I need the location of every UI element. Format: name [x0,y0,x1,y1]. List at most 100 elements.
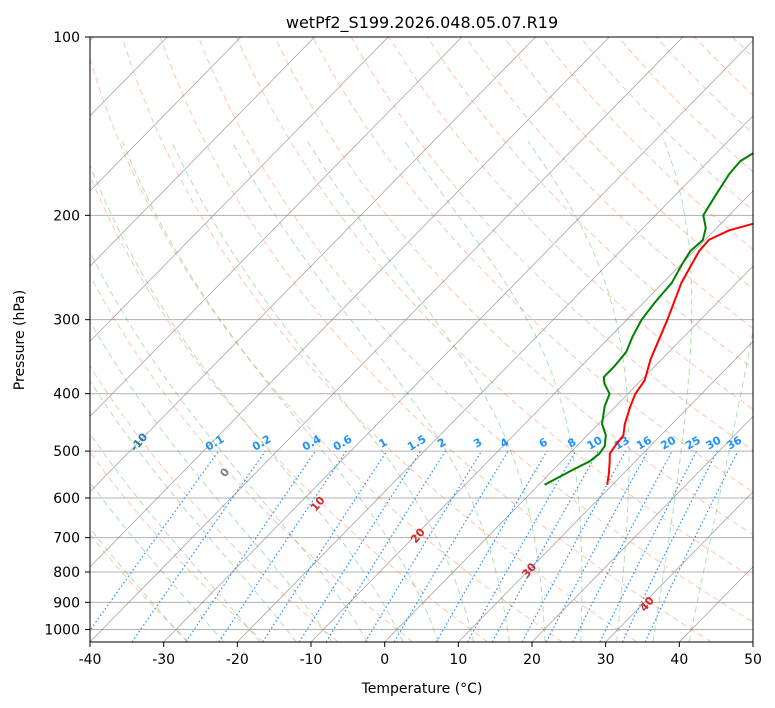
mixing-ratio-label: 8 [565,436,578,451]
mixing-ratio-line [545,450,649,642]
dry-adiabat-line [90,56,563,642]
dry-adiabat-label: 0 [217,465,232,479]
mixing-ratio-label: 20 [658,433,678,452]
x-tick-label: 50 [744,652,762,668]
dry-adiabat-line [90,365,339,642]
mixing-ratio-label: 4 [498,435,511,450]
plot-area: 0.10.20.40.611.52346810131620253036-100-… [90,37,775,642]
isotherm-line [163,40,753,642]
dry-adiabat-line [90,533,190,642]
mixing-ratio-label: 2 [435,436,448,451]
mixing-ratio-lines [90,450,739,642]
dry-adiabat-line [579,37,753,212]
mixing-ratio-line [572,450,673,642]
dry-adiabat-line [236,37,753,579]
dry-adiabat-line [732,37,753,58]
isotherm-line [90,37,610,568]
mixing-ratio-label: 3 [471,436,484,451]
y-axis-label: Pressure (hPa) [12,290,28,390]
dry-adiabat-line [312,37,753,493]
mixing-ratio-line [644,450,739,642]
x-tick-label: 0 [380,652,389,668]
x-tick-label: 20 [523,652,541,668]
dry-adiabat-line [350,37,753,451]
dry-adiabat-line [503,37,753,290]
moist-adiabat-line [307,141,546,642]
mixing-ratio-line [298,450,422,642]
isotherm-lines [90,37,753,642]
mixing-ratio-label: 6 [537,435,550,450]
y-tick-label: 800 [53,565,80,581]
x-tick-label: -30 [152,652,175,668]
isotherm-line [90,37,315,267]
moist-adiabat-line [652,141,693,642]
moist-adiabat-line [171,141,475,642]
x-tick-label: -20 [226,652,249,668]
dry-adiabat-label: 10 [308,494,328,514]
moist-adiabat-line [90,481,225,642]
mixing-ratio-line [262,450,388,642]
isotherm-line [384,265,753,642]
y-tick-label: 700 [53,531,80,547]
isotherm-line [310,190,753,642]
mixing-ratio-label: 36 [724,433,744,452]
dry-adiabat-line [426,37,753,370]
isotherm-line [90,37,684,642]
dry-adiabat-line [617,37,753,173]
dry-adiabat-line [90,451,264,642]
moist-adiabat-lines [90,141,753,642]
dry-adiabat-line [274,37,753,536]
mixing-ratio-line [521,450,627,642]
y-tick-label: 400 [53,387,80,403]
moist-adiabat-line [121,141,439,642]
plot-frame [89,36,754,643]
mixing-ratio-label: 0.4 [300,432,324,453]
dry-adiabat-label: 20 [408,525,428,545]
mixing-ratio-line [491,450,599,642]
mixing-ratio-line [466,450,577,642]
mixing-ratio-line [90,450,220,632]
moist-adiabat-line [90,250,369,642]
mixing-ratio-line [364,450,483,642]
x-tick-label: 30 [597,652,615,668]
y-tick-label: 200 [53,208,80,224]
dry-adiabat-line [655,37,753,135]
y-axis: 100 200 300 400 500 600 700 800 900 1000 [44,30,90,638]
dry-adiabat-line [771,37,775,642]
moist-adiabat-line [527,141,630,642]
isotherm-line [90,37,536,493]
x-tick-label: -40 [79,652,102,668]
x-axis: -40 -30 -20 -10 0 10 20 30 40 50 [79,642,762,668]
isotherm-line [237,115,753,642]
moist-adiabat-line [404,141,583,642]
y-tick-label: 300 [53,313,80,329]
dry-adiabat-line [159,37,712,642]
mixing-ratio-line [621,450,718,642]
x-tick-label: 10 [449,652,467,668]
isotherm-line [90,37,242,192]
mixing-ratio-label: 25 [683,434,703,453]
y-tick-label: 500 [53,444,80,460]
moist-adiabat-line [688,328,753,642]
dry-adiabat-label: 30 [519,560,539,580]
temperature-trace [606,222,753,485]
mixing-ratio-line [599,450,698,642]
moist-adiabat-line [90,379,297,642]
y-tick-label: 1000 [44,622,80,638]
dry-adiabat-line [694,37,753,96]
isotherm-line [679,566,753,642]
mixing-ratio-line [218,450,347,642]
sounding-traces [544,152,753,486]
mixing-ratio-line [185,450,316,642]
moist-adiabat-line [231,141,510,642]
x-axis-label: Temperature (°C) [361,681,483,697]
y-tick-label: 100 [53,30,80,46]
moist-adiabat-line [90,527,188,642]
mixing-ratio-line [435,450,548,642]
contour-labels: 0.10.20.40.611.52346810131620253036-100-… [128,430,745,614]
dry-adiabat-label: 40 [637,594,657,614]
isobar-grid [90,37,753,630]
dry-adiabat-line [90,175,488,642]
isotherm-line [752,641,753,642]
